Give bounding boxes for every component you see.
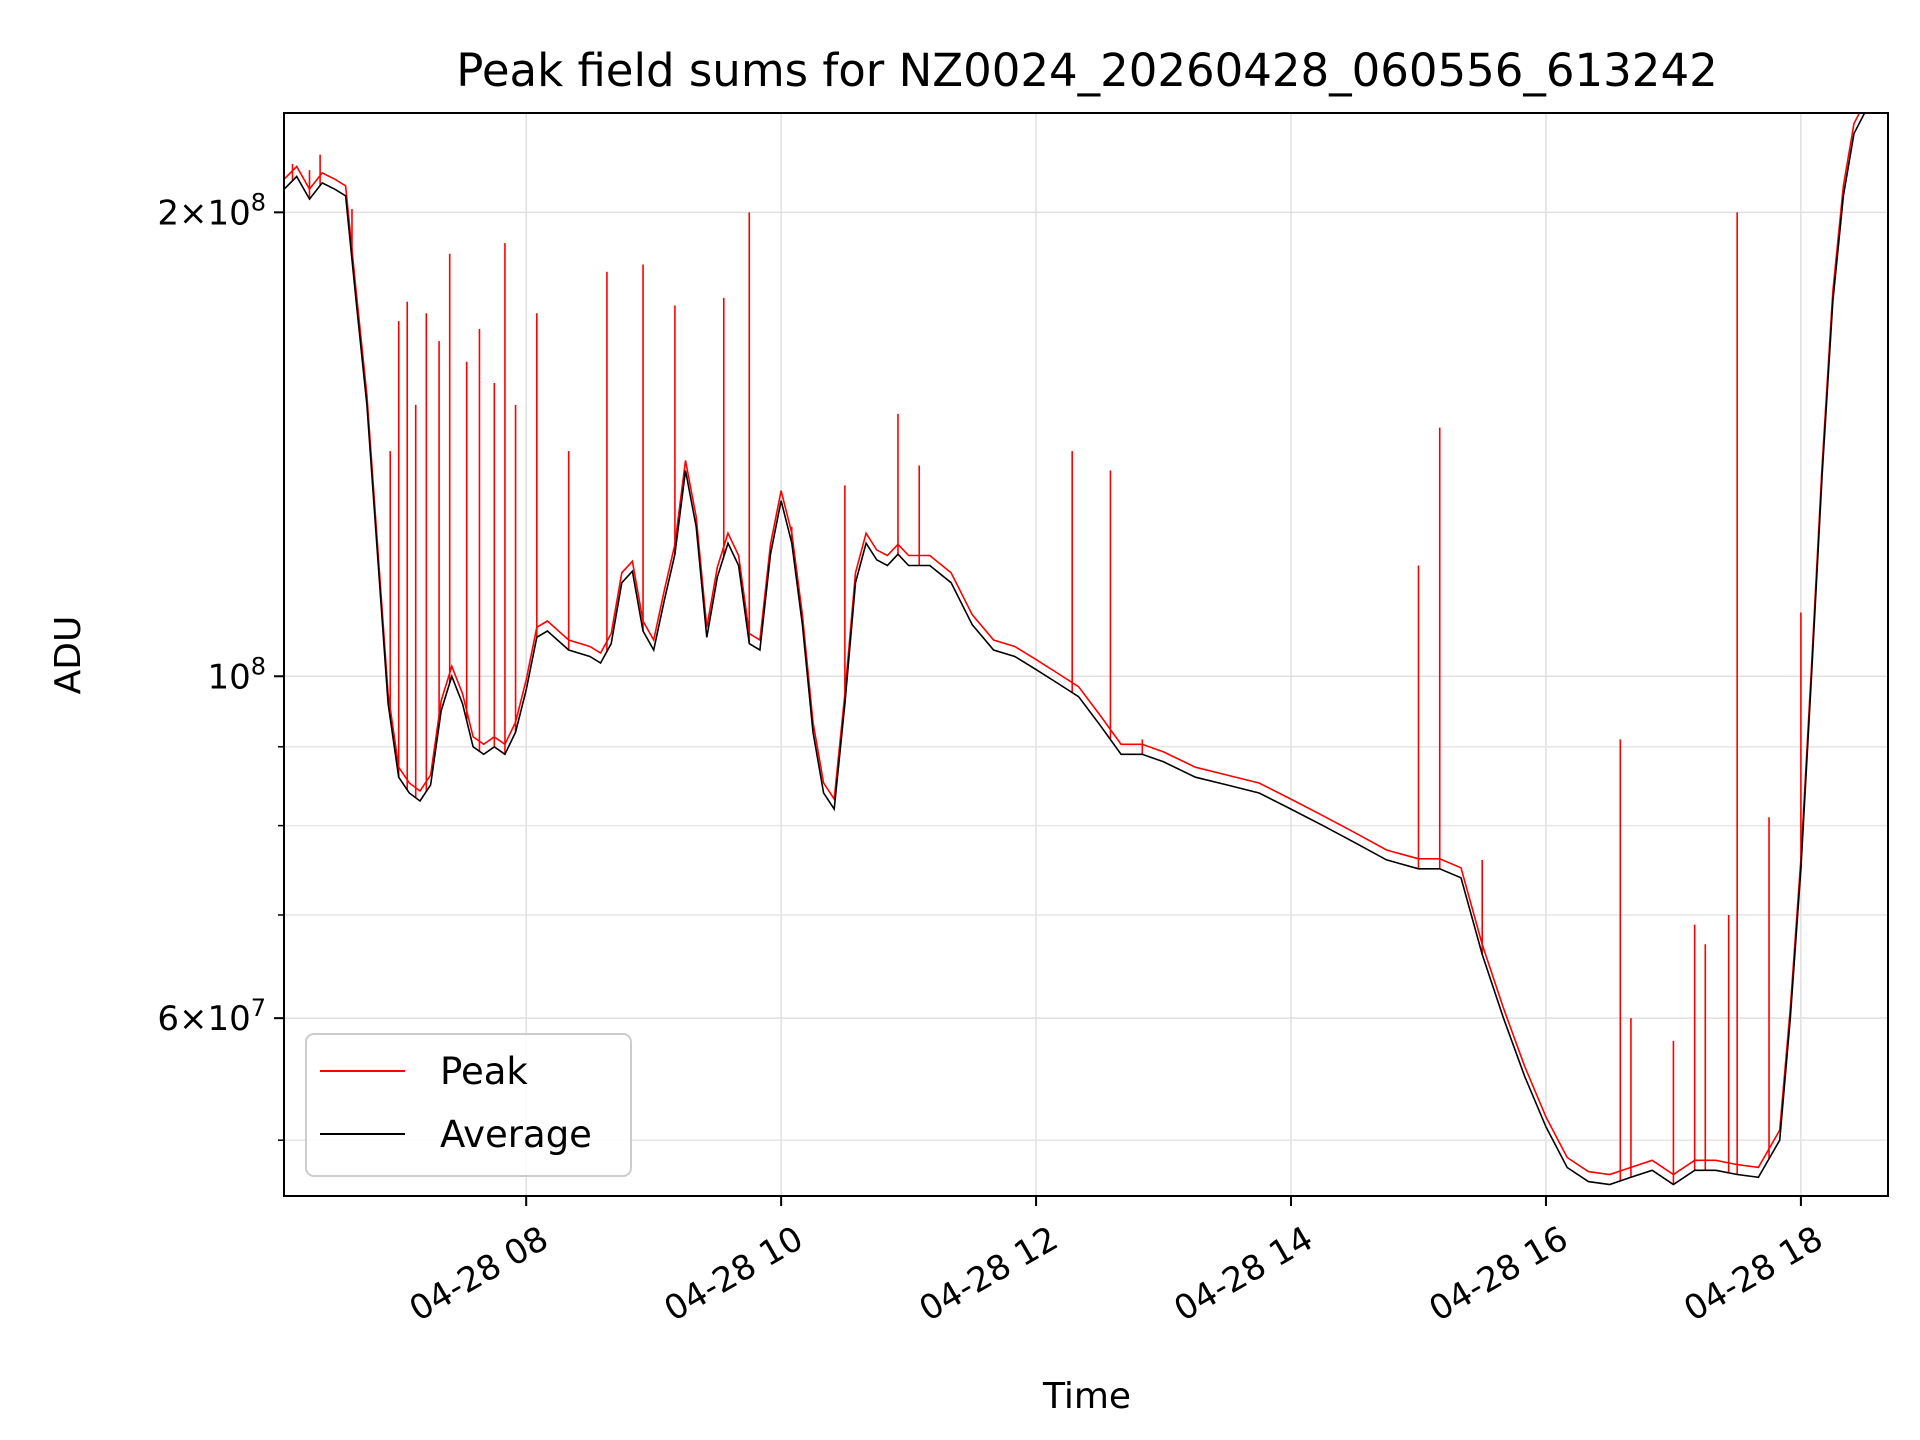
y-tick-label: 2×108 <box>157 188 266 233</box>
chart-title: Peak field sums for NZ0024_20260428_0605… <box>456 44 1717 97</box>
y-axis-label: ADU <box>48 616 89 695</box>
x-axis-label: Time <box>1042 1376 1131 1417</box>
legend: Peak Average <box>305 1033 632 1177</box>
legend-box <box>305 1033 632 1177</box>
series-average-line <box>284 113 1888 1186</box>
plot-frame <box>283 112 1889 1197</box>
legend-peak-label: Peak <box>440 1050 528 1093</box>
series-group <box>284 113 1888 1186</box>
peak-spikes <box>291 154 1802 1185</box>
series-peak-line <box>284 113 1861 1176</box>
y-tick-label: 108 <box>207 652 266 697</box>
y-axis-ticks: 6×107 108 2×108 <box>157 188 284 1141</box>
legend-average-label: Average <box>440 1113 592 1156</box>
y-tick-label: 6×107 <box>157 994 266 1039</box>
